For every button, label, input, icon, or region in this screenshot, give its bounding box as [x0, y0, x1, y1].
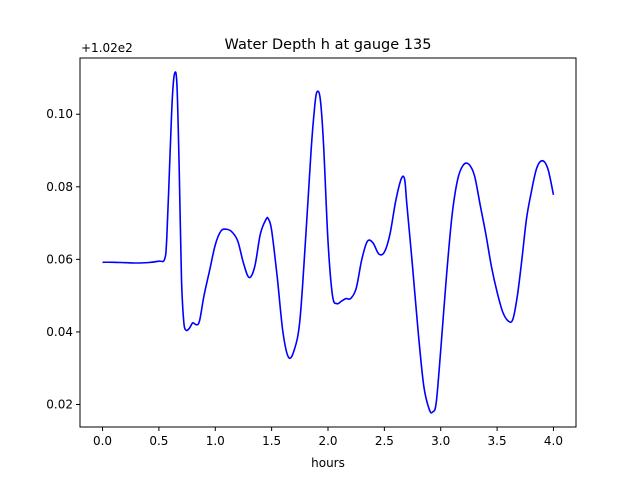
- x-tick-label: 1.5: [262, 434, 281, 448]
- plot-series: [102, 71, 555, 414]
- y-offset-label: +1.02e2: [81, 41, 133, 55]
- x-ticks: 0.0 0.5 1.0 1.5 2.0 2.5 3.0 3.5 4.0: [93, 427, 563, 448]
- y-ticks: 0.02 0.04 0.06 0.08 0.10: [46, 107, 80, 412]
- x-tick-label: 3.5: [488, 434, 507, 448]
- y-tick-label: 0.10: [46, 107, 73, 121]
- axes-frame: [79, 57, 577, 428]
- x-tick-label: 0.5: [149, 434, 168, 448]
- y-tick-label: 0.08: [46, 180, 73, 194]
- y-tick-label: 0.04: [46, 325, 73, 339]
- x-tick-label: 4.0: [544, 434, 563, 448]
- y-tick-label: 0.02: [46, 398, 73, 412]
- x-tick-label: 1.0: [206, 434, 225, 448]
- x-axis-label: hours: [311, 456, 345, 470]
- x-tick-label: 2.0: [318, 434, 337, 448]
- y-tick-label: 0.06: [46, 252, 73, 266]
- series-line: [102, 71, 555, 414]
- x-tick-label: 2.5: [375, 434, 394, 448]
- x-tick-label: 3.0: [431, 434, 450, 448]
- chart-title: Water Depth h at gauge 135: [225, 37, 432, 53]
- x-tick-label: 0.0: [93, 434, 112, 448]
